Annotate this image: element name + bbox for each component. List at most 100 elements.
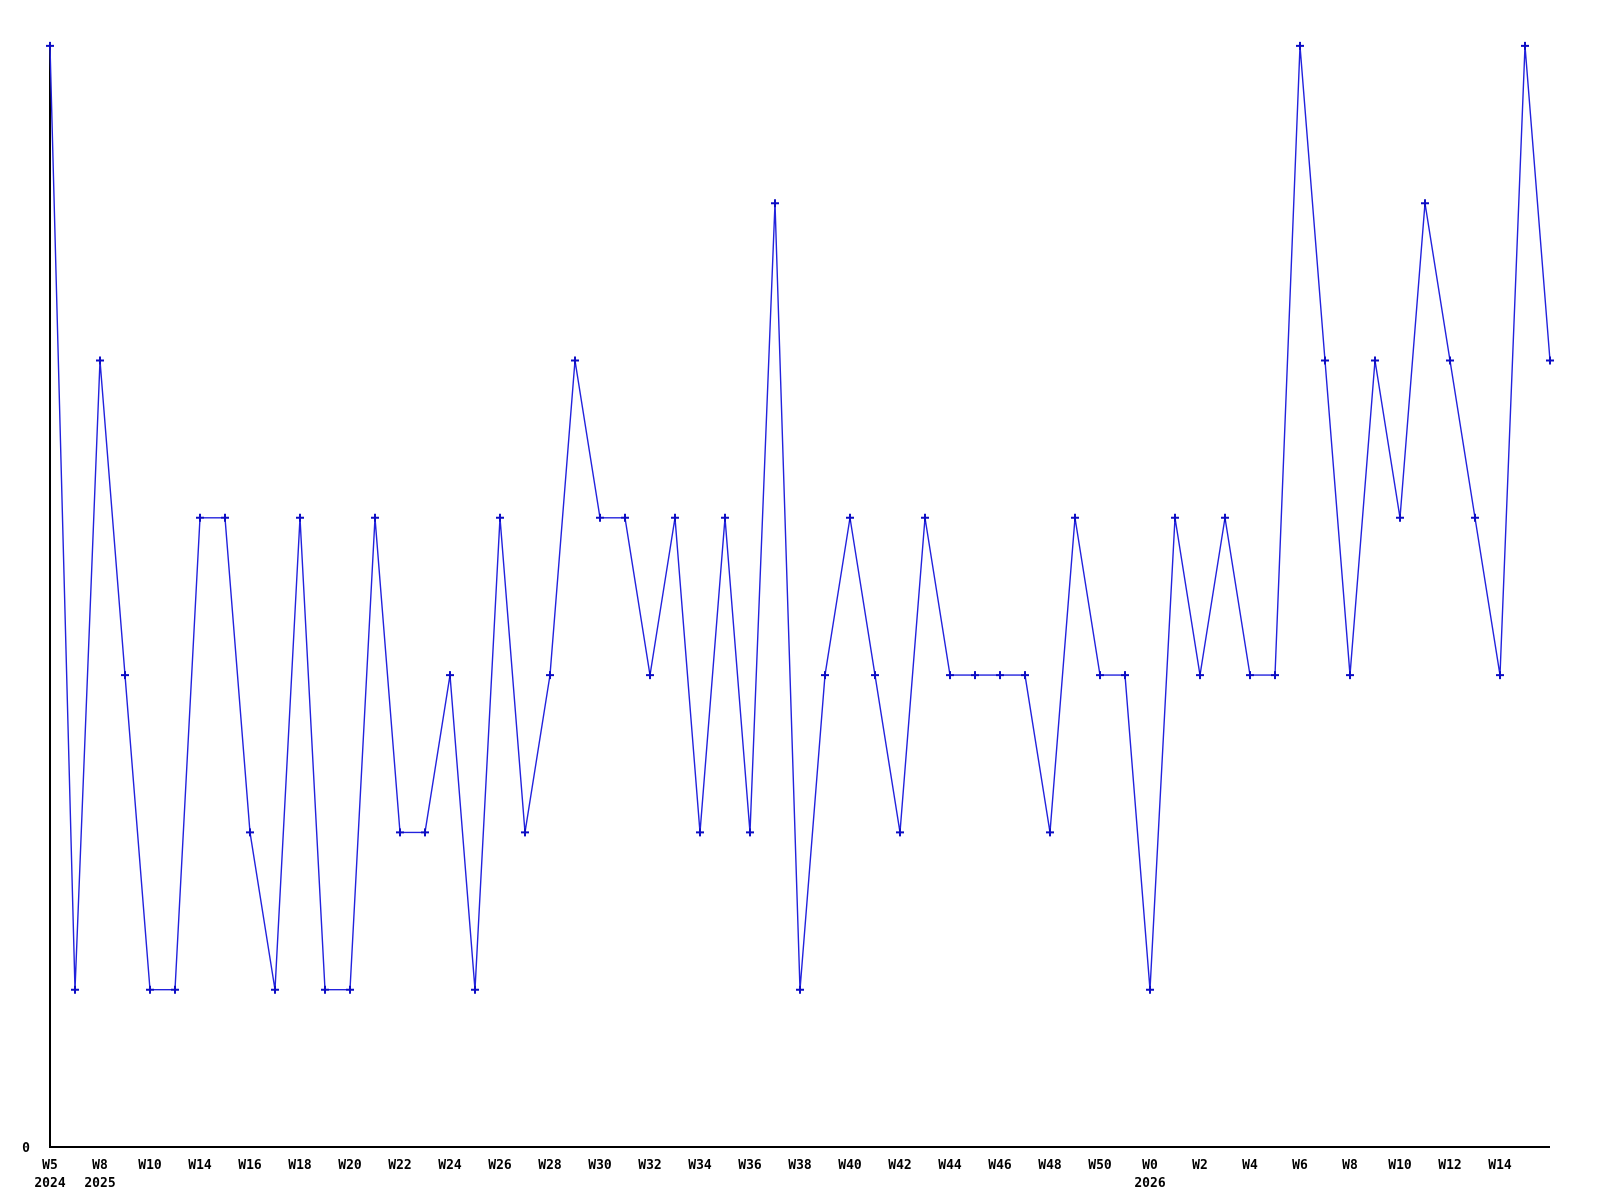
x-tick-week-label: W12 bbox=[1438, 1158, 1461, 1173]
data-point-marker bbox=[1421, 199, 1429, 208]
x-tick-week-label: W6 bbox=[1292, 1158, 1308, 1173]
x-tick-week-label: W14 bbox=[1488, 1158, 1512, 1173]
x-tick-week-label: W38 bbox=[788, 1158, 812, 1173]
data-point-marker bbox=[846, 513, 854, 522]
data-point-marker bbox=[1146, 985, 1154, 994]
data-point-marker bbox=[671, 513, 679, 522]
x-tick-year-label: 2026 bbox=[1134, 1176, 1165, 1191]
x-tick-week-label: W22 bbox=[388, 1158, 411, 1173]
data-point-marker bbox=[321, 985, 329, 994]
data-point-marker bbox=[996, 671, 1004, 680]
x-tick-week-label: W10 bbox=[1388, 1158, 1412, 1173]
data-point-marker bbox=[921, 513, 929, 522]
data-point-markers bbox=[46, 41, 1554, 994]
x-tick-week-label: W5 bbox=[42, 1158, 58, 1173]
x-tick-week-label: W32 bbox=[638, 1158, 661, 1173]
data-point-marker bbox=[1496, 671, 1504, 680]
data-point-marker bbox=[571, 356, 579, 365]
data-point-marker bbox=[421, 828, 429, 837]
data-point-marker bbox=[446, 671, 454, 680]
data-point-marker bbox=[1121, 671, 1129, 680]
x-tick-week-label: W10 bbox=[138, 1158, 162, 1173]
data-point-marker bbox=[971, 671, 979, 680]
data-point-marker bbox=[1521, 41, 1529, 50]
data-point-marker bbox=[221, 513, 229, 522]
x-tick-week-label: W50 bbox=[1088, 1158, 1112, 1173]
x-tick-week-label: W44 bbox=[938, 1158, 962, 1173]
x-tick-week-label: W0 bbox=[1142, 1158, 1158, 1173]
data-point-marker bbox=[346, 985, 354, 994]
data-point-marker bbox=[96, 356, 104, 365]
data-point-marker bbox=[896, 828, 904, 837]
x-tick-week-label: W40 bbox=[838, 1158, 862, 1173]
data-point-marker bbox=[471, 985, 479, 994]
data-point-marker bbox=[496, 513, 504, 522]
data-point-marker bbox=[121, 671, 129, 680]
data-point-marker bbox=[1371, 356, 1379, 365]
data-point-marker bbox=[71, 985, 79, 994]
data-point-marker bbox=[1446, 356, 1454, 365]
x-tick-week-label: W4 bbox=[1242, 1158, 1258, 1173]
x-tick-week-label: W42 bbox=[888, 1158, 911, 1173]
data-point-marker bbox=[821, 671, 829, 680]
data-point-marker bbox=[1296, 41, 1304, 50]
data-point-marker bbox=[546, 671, 554, 680]
data-point-marker bbox=[196, 513, 204, 522]
data-point-marker bbox=[721, 513, 729, 522]
data-point-marker bbox=[396, 828, 404, 837]
data-point-marker bbox=[746, 828, 754, 837]
data-point-marker bbox=[246, 828, 254, 837]
series-line bbox=[49, 45, 1551, 991]
x-tick-week-label: W34 bbox=[688, 1158, 712, 1173]
data-point-marker bbox=[1346, 671, 1354, 680]
data-point-marker bbox=[1321, 356, 1329, 365]
data-point-marker bbox=[1171, 513, 1179, 522]
data-point-marker bbox=[1046, 828, 1054, 837]
x-tick-year-label: 2025 bbox=[84, 1176, 115, 1191]
axes bbox=[49, 44, 1550, 1148]
data-point-marker bbox=[1271, 671, 1279, 680]
x-tick-week-label: W48 bbox=[1038, 1158, 1062, 1173]
x-tick-week-label: W20 bbox=[338, 1158, 362, 1173]
data-point-marker bbox=[796, 985, 804, 994]
data-point-marker bbox=[771, 199, 779, 208]
data-point-marker bbox=[296, 513, 304, 522]
data-point-marker bbox=[371, 513, 379, 522]
data-point-marker bbox=[696, 828, 704, 837]
data-point-marker bbox=[1096, 671, 1104, 680]
data-point-marker bbox=[621, 513, 629, 522]
x-tick-week-label: W14 bbox=[188, 1158, 212, 1173]
x-tick-week-label: W36 bbox=[738, 1158, 762, 1173]
data-point-marker bbox=[1471, 513, 1479, 522]
data-point-marker bbox=[646, 671, 654, 680]
data-point-marker bbox=[871, 671, 879, 680]
x-tick-week-label: W8 bbox=[1342, 1158, 1358, 1173]
x-tick-week-label: W24 bbox=[438, 1158, 462, 1173]
data-point-marker bbox=[1021, 671, 1029, 680]
data-point-marker bbox=[1246, 671, 1254, 680]
data-point-marker bbox=[946, 671, 954, 680]
x-tick-week-label: W26 bbox=[488, 1158, 512, 1173]
x-tick-labels: W5 2024 W8 2025 W10 W14 W16 W18 W20 W22 W24 W26 W28 W… bbox=[34, 1158, 1512, 1191]
data-point-marker bbox=[46, 41, 54, 50]
x-tick-week-label: W28 bbox=[538, 1158, 562, 1173]
data-point-marker bbox=[146, 985, 154, 994]
x-tick-week-label: W8 bbox=[92, 1158, 108, 1173]
data-point-marker bbox=[1196, 671, 1204, 680]
x-tick-week-label: W16 bbox=[238, 1158, 262, 1173]
x-tick-week-label: W30 bbox=[588, 1158, 612, 1173]
data-point-marker bbox=[1546, 356, 1554, 365]
data-point-marker bbox=[171, 985, 179, 994]
x-tick-week-label: W46 bbox=[988, 1158, 1012, 1173]
data-point-marker bbox=[1221, 513, 1229, 522]
x-tick-year-label: 2024 bbox=[34, 1176, 65, 1191]
data-point-marker bbox=[271, 985, 279, 994]
x-tick-week-label: W2 bbox=[1192, 1158, 1208, 1173]
data-point-marker bbox=[596, 513, 604, 522]
x-tick-week-label: W18 bbox=[288, 1158, 312, 1173]
data-point-marker bbox=[521, 828, 529, 837]
data-point-marker bbox=[1396, 513, 1404, 522]
data-point-marker bbox=[1071, 513, 1079, 522]
